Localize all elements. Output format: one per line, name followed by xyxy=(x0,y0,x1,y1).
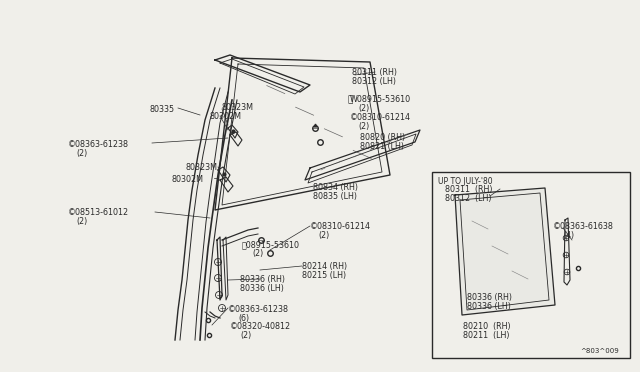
Text: 80210  (RH): 80210 (RH) xyxy=(463,322,511,331)
Text: 80215 (LH): 80215 (LH) xyxy=(302,271,346,280)
Text: 80336 (LH): 80336 (LH) xyxy=(240,284,284,293)
Text: ©08363-61238: ©08363-61238 xyxy=(68,140,129,149)
Text: ©08310-61214: ©08310-61214 xyxy=(350,113,411,122)
Text: ©08320-40812: ©08320-40812 xyxy=(230,322,291,331)
Text: UP TO JULY-'80: UP TO JULY-'80 xyxy=(438,177,493,186)
Text: ©08513-61012: ©08513-61012 xyxy=(68,208,129,217)
Text: Ⓡ: Ⓡ xyxy=(348,95,353,104)
Text: (2): (2) xyxy=(318,231,329,240)
Text: ^803^009: ^803^009 xyxy=(580,348,619,354)
Text: 80323M: 80323M xyxy=(185,163,217,172)
Text: 80323M: 80323M xyxy=(222,103,254,112)
Text: 80302M: 80302M xyxy=(210,112,242,121)
Text: (2): (2) xyxy=(358,122,369,131)
Bar xyxy=(432,172,630,358)
Text: (4): (4) xyxy=(563,231,574,240)
Text: 80311 (RH): 80311 (RH) xyxy=(352,68,397,77)
Text: 80335: 80335 xyxy=(150,105,175,114)
Text: 80302M: 80302M xyxy=(172,175,204,184)
Text: 80336 (RH): 80336 (RH) xyxy=(240,275,285,284)
Text: ©08363-61638: ©08363-61638 xyxy=(553,222,614,231)
Text: 80214 (RH): 80214 (RH) xyxy=(302,262,347,271)
Text: W08915-53610: W08915-53610 xyxy=(350,95,411,104)
Text: ©08310-61214: ©08310-61214 xyxy=(310,222,371,231)
Text: 80834 (RH): 80834 (RH) xyxy=(313,183,358,192)
Text: (2): (2) xyxy=(358,104,369,113)
Polygon shape xyxy=(455,188,555,315)
Text: 80211  (LH): 80211 (LH) xyxy=(463,331,509,340)
Text: 80312  (LH): 80312 (LH) xyxy=(445,194,492,203)
Text: 80336 (LH): 80336 (LH) xyxy=(467,302,511,311)
Text: 80311  (RH): 80311 (RH) xyxy=(445,185,493,194)
Text: 80820 (RH): 80820 (RH) xyxy=(360,133,405,142)
Text: 80821 (LH): 80821 (LH) xyxy=(360,142,404,151)
Text: Ⓡ08915-53610: Ⓡ08915-53610 xyxy=(242,240,300,249)
Text: (2): (2) xyxy=(76,217,87,226)
Text: (2): (2) xyxy=(240,331,252,340)
Text: ©08363-61238: ©08363-61238 xyxy=(228,305,289,314)
Text: 80312 (LH): 80312 (LH) xyxy=(352,77,396,86)
Text: 80835 (LH): 80835 (LH) xyxy=(313,192,357,201)
Text: (6): (6) xyxy=(238,314,249,323)
Text: 80336 (RH): 80336 (RH) xyxy=(467,293,512,302)
Text: (2): (2) xyxy=(252,249,263,258)
Text: (2): (2) xyxy=(76,149,87,158)
